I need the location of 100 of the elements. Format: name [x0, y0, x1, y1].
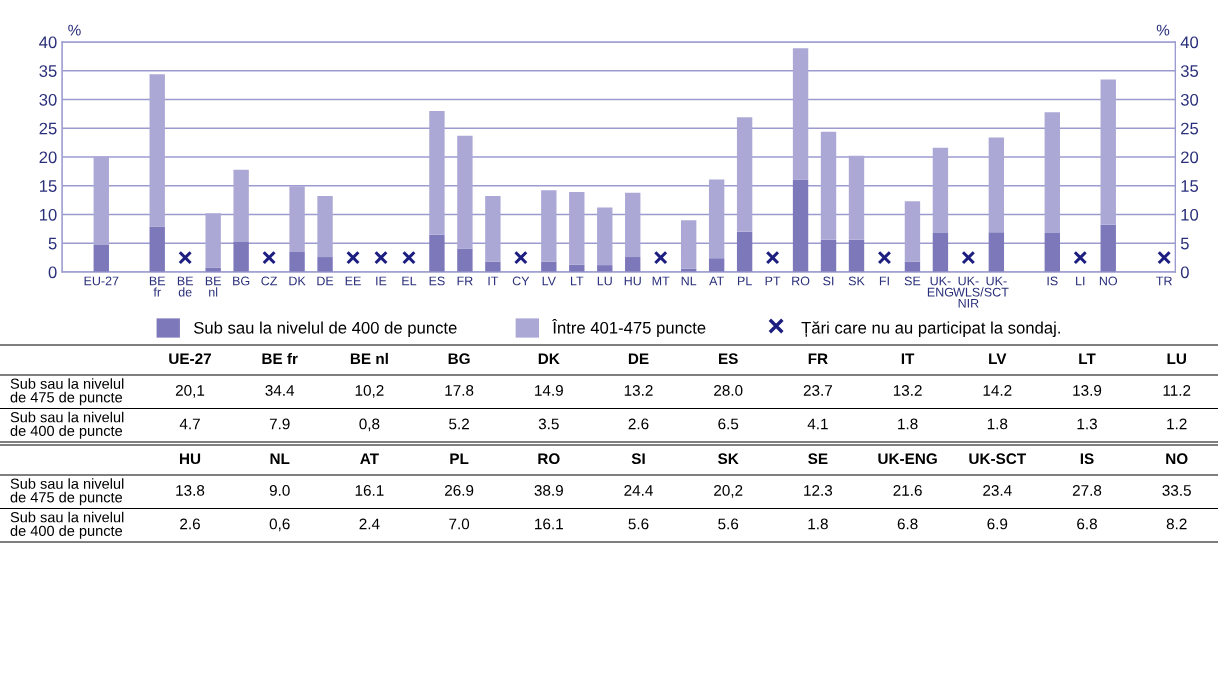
category-label: IS [1080, 453, 1094, 465]
data-label: 5.6 [718, 518, 739, 530]
data-label: 21.6 [893, 485, 922, 496]
x-tick-label: LU [597, 276, 612, 286]
data-label: 17.8 [445, 385, 474, 396]
x-tick-label: FI [879, 276, 889, 286]
data-label: 4.1 [807, 418, 828, 430]
category-label: UK-ENG [878, 453, 937, 465]
data-label: 6.5 [718, 418, 739, 430]
x-tick-label: EE [345, 276, 361, 286]
y2-axis-title: % [1156, 24, 1170, 36]
x-tick-label: IE [376, 276, 387, 286]
category-label: SI [631, 453, 645, 465]
data-label: 16.1 [535, 518, 563, 530]
y-axis-title: % [68, 24, 81, 36]
x-tick-label: HU [624, 276, 641, 286]
data-label: 20,2 [714, 485, 743, 498]
category-label: DK [538, 353, 560, 364]
text: Sub sau la nivelul de 475 de puncte [10, 478, 124, 506]
y-tick-label: 35 [39, 65, 57, 77]
data-label: 12.3 [804, 485, 833, 496]
data-label: 23.4 [983, 485, 1012, 496]
text: Sub sau la nivelul de 400 de puncte [10, 511, 124, 539]
data-label: 5.6 [628, 518, 649, 530]
x-tick-label: NO [1099, 276, 1118, 286]
data-label: 8.2 [1166, 518, 1187, 530]
data-label: 11.2 [1163, 385, 1191, 396]
x-tick-label: FR [457, 276, 473, 286]
x-tick-label: BE fr [149, 276, 166, 297]
x-tick-label: UK- ENG [927, 276, 954, 297]
legend-label: Sub sau la nivelul de 400 de puncte [194, 321, 457, 337]
x-tick-label: CY [512, 276, 530, 286]
data-label: 20,1 [175, 385, 205, 398]
y-tick-label: 20 [39, 151, 57, 164]
category-label: BE nl [350, 352, 388, 364]
y2-tick-label: 35 [1180, 65, 1199, 77]
data-label: 38.9 [534, 485, 563, 496]
x-tick-label: IS [1047, 276, 1058, 286]
data-label: 14.2 [983, 385, 1012, 396]
x-tick-label: BE nl [205, 276, 221, 297]
category-label: LU [1167, 353, 1186, 365]
y-tick-label: 10 [39, 208, 57, 221]
data-label: 6.9 [987, 518, 1008, 530]
x-tick-label: SE [904, 276, 921, 286]
text: Sub sau la nivelul de 475 de puncte [10, 378, 124, 406]
x-tick-label: EU-27 [84, 276, 119, 286]
data-label: 13.2 [893, 385, 922, 396]
category-label: SK [718, 453, 739, 465]
data-label: 10,2 [355, 385, 384, 398]
category-label: BE fr [262, 352, 298, 364]
data-label: 3.5 [538, 418, 559, 430]
text: Sub sau la nivelul de 400 de puncte [10, 411, 124, 439]
y2-tick-label: 0 [1180, 266, 1189, 279]
data-label: 5.2 [449, 418, 469, 430]
data-label: 1.3 [1077, 418, 1097, 430]
data-label: 0,8 [359, 418, 380, 432]
data-label: 16.1 [355, 485, 384, 496]
y2-tick-label: 40 [1180, 36, 1199, 49]
data-label: 27.8 [1072, 485, 1102, 496]
data-label: 2.6 [628, 418, 649, 430]
y2-tick-label: 15 [1181, 180, 1199, 192]
y2-tick-label: 25 [1181, 122, 1199, 135]
data-label: 9.0 [269, 485, 290, 496]
data-label: 2.4 [359, 518, 380, 530]
x-tick-label: SI [823, 276, 834, 286]
legend-label: Țări care nu au participat la sondaj. [801, 321, 1060, 338]
category-label: UK-SCT [969, 453, 1026, 465]
data-label: 6.8 [897, 518, 918, 530]
x-tick-label: NL [681, 276, 697, 286]
x-tick-label: UK- SCT [984, 276, 1009, 297]
x-tick-label: CZ [261, 276, 278, 286]
x-tick-label: ES [429, 276, 445, 286]
data-label: 33.5 [1162, 485, 1191, 496]
category-label: HU [179, 453, 201, 465]
x-tick-label: DK [289, 276, 306, 286]
legend-label: Între 401-475 puncte [551, 318, 706, 337]
data-label: 13.9 [1073, 385, 1102, 396]
y2-tick-label: 20 [1181, 151, 1199, 164]
x-tick-label: UK- WLS/ NIR [953, 276, 984, 308]
data-label: 6.8 [1077, 518, 1097, 530]
data-label: 14.9 [535, 385, 563, 396]
category-label: SE [808, 453, 828, 465]
y-tick-label: 5 [48, 237, 57, 250]
x-tick-label: AT [709, 276, 724, 286]
x-tick-label: LT [570, 276, 584, 286]
y-tick-label: 40 [39, 36, 57, 49]
category-label: UE-27 [169, 353, 211, 365]
x-tick-label: BE de [177, 276, 193, 297]
data-label: 13.8 [176, 485, 205, 496]
x-tick-label: TR [1156, 276, 1172, 286]
category-label: RO [538, 453, 560, 465]
data-label: 1.2 [1167, 418, 1187, 430]
data-label: 1.8 [898, 418, 918, 430]
data-label: 7.0 [449, 518, 470, 530]
category-label: BG [448, 353, 470, 365]
category-label: LV [989, 353, 1007, 364]
data-label: 7.9 [269, 418, 290, 430]
category-label: NO [1166, 453, 1188, 465]
data-label: 1.8 [808, 518, 828, 530]
data-label: 34.4 [265, 385, 295, 396]
